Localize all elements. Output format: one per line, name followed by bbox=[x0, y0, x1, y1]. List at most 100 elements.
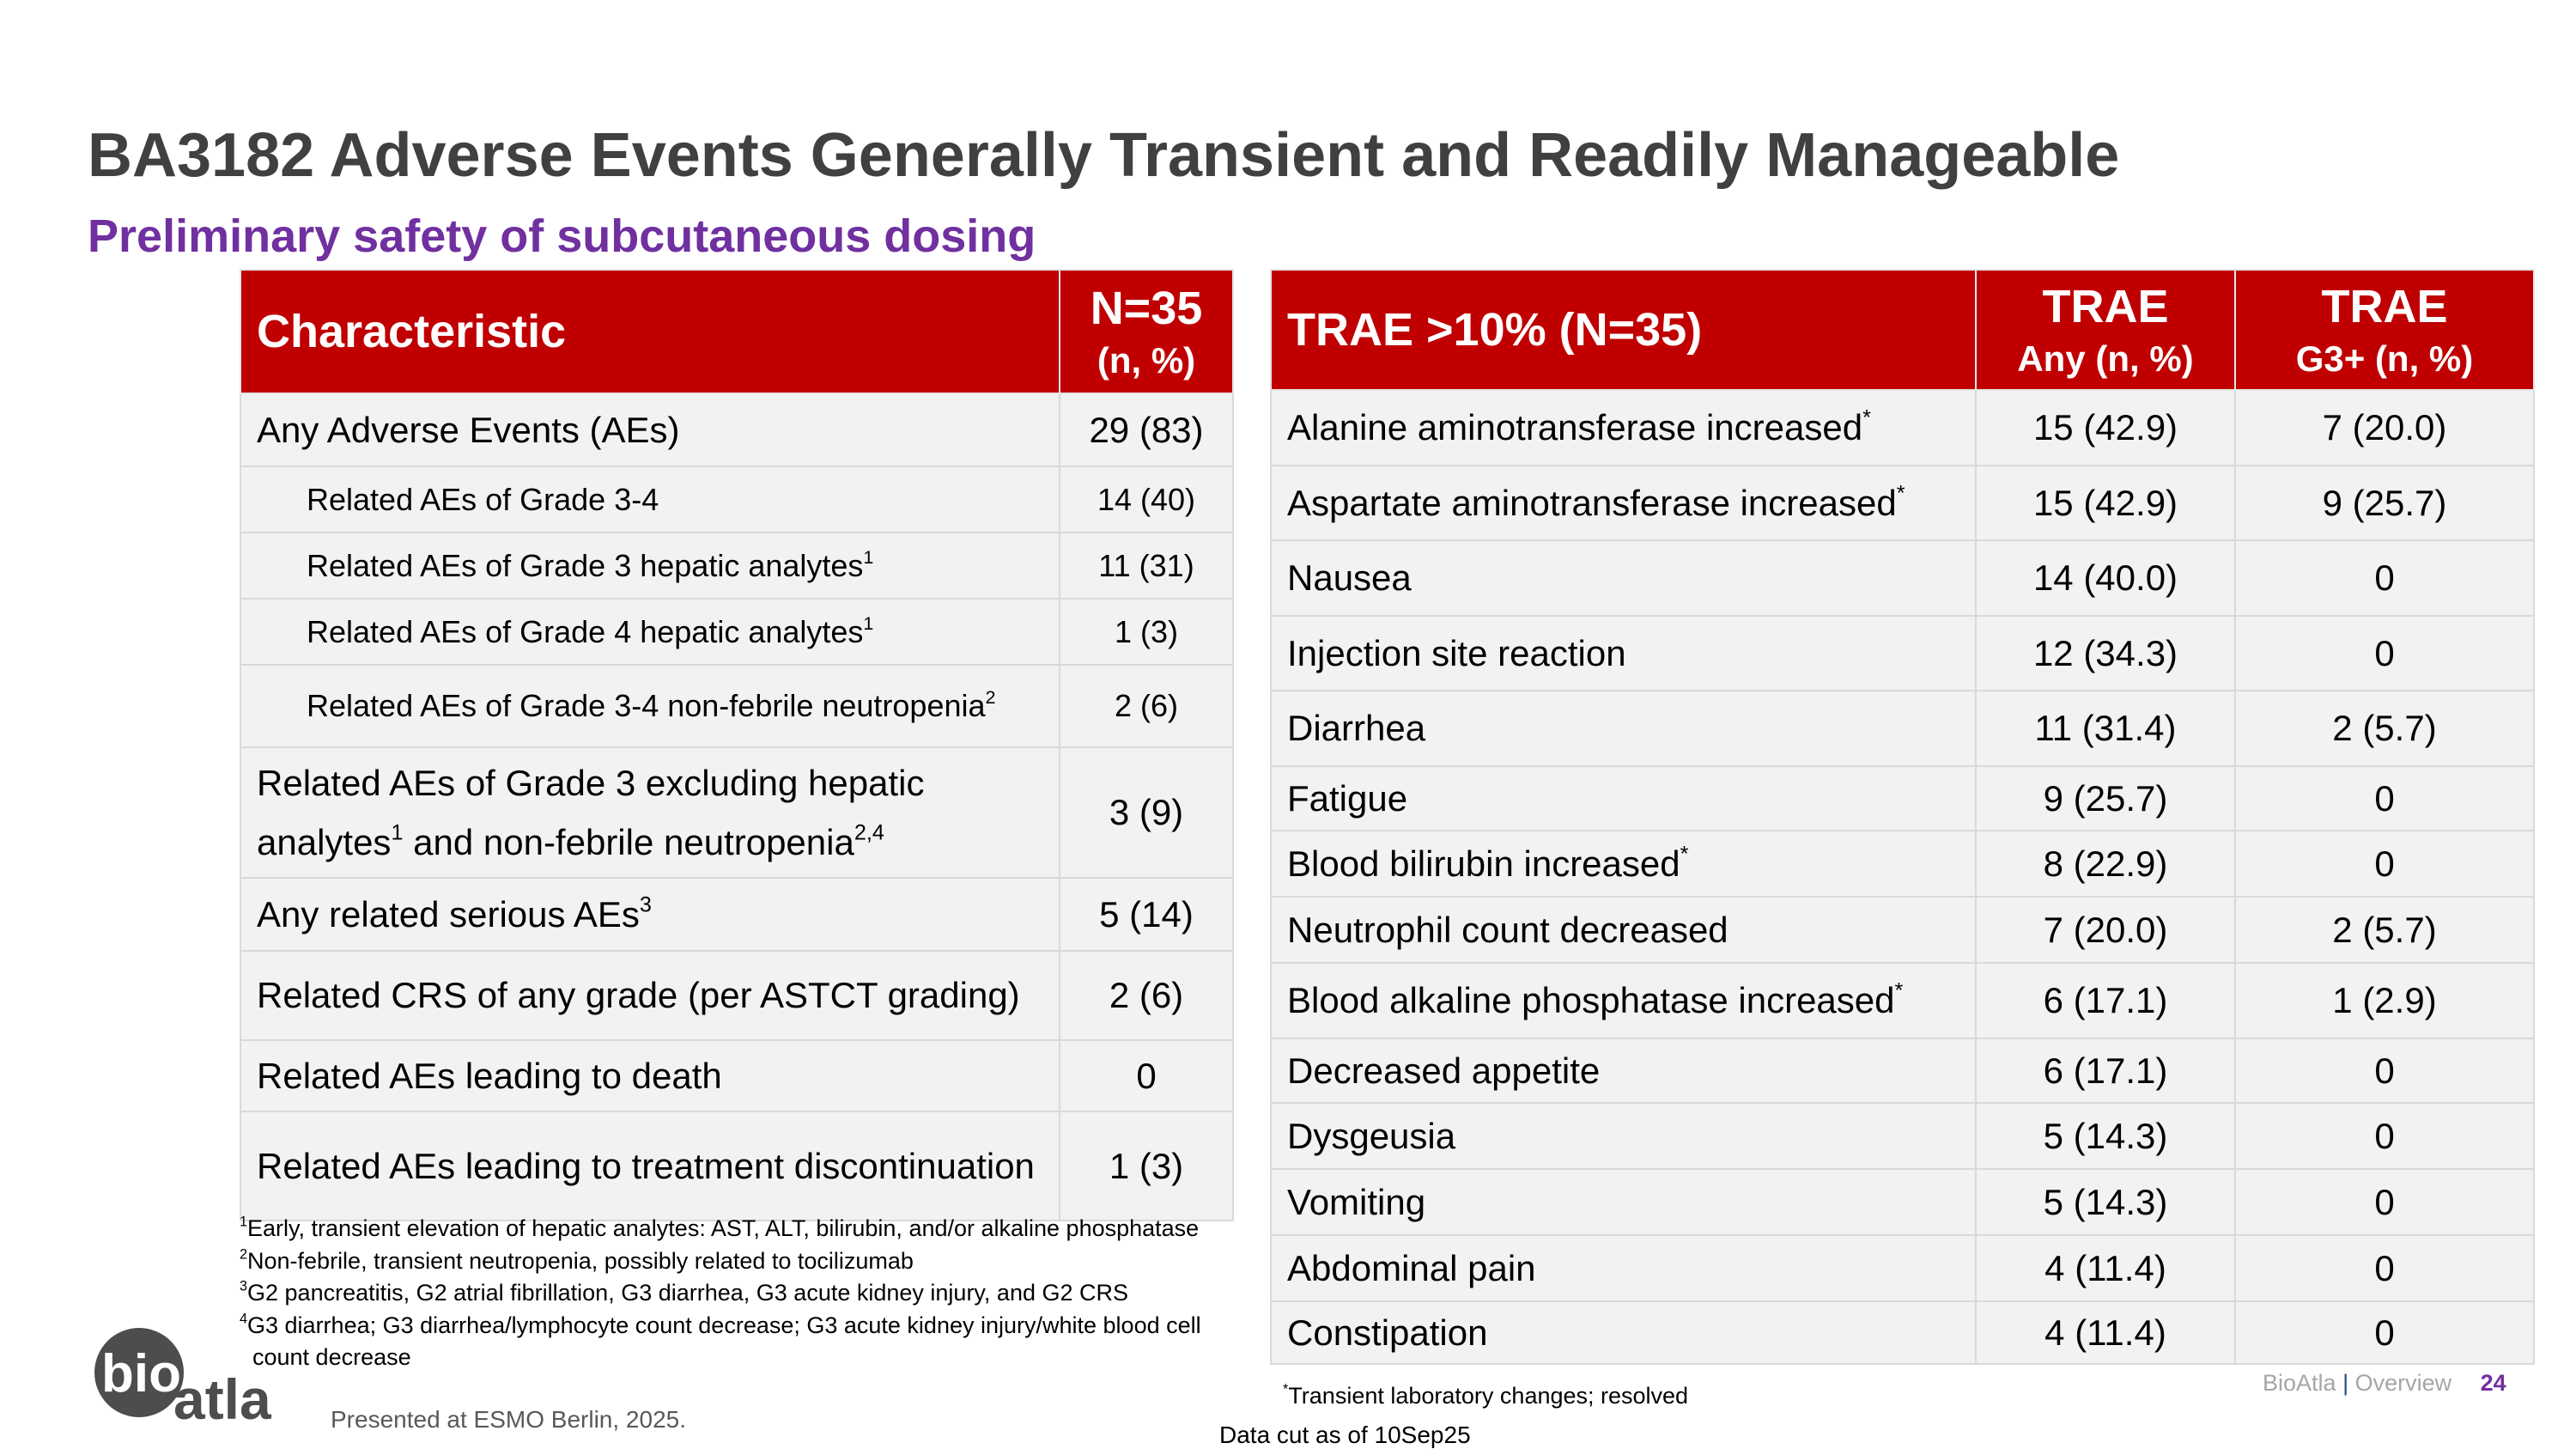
trae-g3-cell: 0 bbox=[2234, 1168, 2535, 1236]
footer-section: Overview bbox=[2354, 1370, 2452, 1396]
table-row: Alanine aminotransferase increased* 15 (4… bbox=[1270, 389, 2535, 466]
trae-any-cell: 15 (42.9) bbox=[1975, 389, 2236, 466]
trae-any-cell: 15 (42.9) bbox=[1975, 465, 2236, 541]
row-label: Related CRS of any grade (per ASTCT grad… bbox=[257, 975, 1020, 1015]
trae-any-cell: 5 (14.3) bbox=[1975, 1102, 2236, 1170]
table-row: Related AEs of Grade 3-4 non-febrile neu… bbox=[240, 664, 1234, 748]
trae-g3-cell: 2 (5.7) bbox=[2234, 690, 2535, 767]
trae-name-cell: Decreased appetite bbox=[1270, 1038, 1977, 1104]
trae-any-cell: 6 (17.1) bbox=[1975, 962, 2236, 1039]
trae-any-cell: 7 (20.0) bbox=[1975, 896, 2236, 964]
footer-brand: BioAtla | Overview 24 bbox=[2263, 1370, 2506, 1397]
page-title: BA3182 Adverse Events Generally Transien… bbox=[88, 121, 2120, 190]
trae-table: TRAE >10% (N=35) TRAE Any (n, %) TRAE G3… bbox=[1270, 269, 2535, 1365]
header-trae-g3: TRAE G3+ (n, %) bbox=[2234, 269, 2535, 391]
row-label: Related AEs leading to death bbox=[257, 1055, 722, 1096]
row-label: Related AEs of Grade 3-4 bbox=[307, 481, 659, 517]
value-cell: 11 (31) bbox=[1059, 532, 1234, 600]
table-row: Aspartate aminotransferase increased* 15 … bbox=[1270, 465, 2535, 541]
table-row: Decreased appetite 6 (17.1) 0 bbox=[1270, 1038, 2535, 1104]
trae-name-cell: Abdominal pain bbox=[1270, 1234, 1977, 1302]
footnote-marker: 2 bbox=[985, 685, 996, 708]
table-row: Injection site reaction 12 (34.3) 0 bbox=[1270, 615, 2535, 691]
characteristic-cell: Any related serious AEs3 bbox=[240, 877, 1060, 952]
table-row: Blood alkaline phosphatase increased* 6 (… bbox=[1270, 962, 2535, 1039]
trae-name-cell: Blood bilirubin increased* bbox=[1270, 830, 1977, 898]
trae-name-cell: Injection site reaction bbox=[1270, 615, 1977, 691]
header-trae-any-main: TRAE bbox=[2042, 281, 2169, 332]
footnote-marker: 2,4 bbox=[854, 820, 884, 845]
footnote-marker: 1 bbox=[391, 820, 404, 845]
footnote-marker: 3 bbox=[240, 1278, 248, 1294]
trae-g3-cell: 7 (20.0) bbox=[2234, 389, 2535, 466]
row-label: Blood alkaline phosphatase increased bbox=[1287, 980, 1895, 1020]
trae-name-cell: Fatigue bbox=[1270, 765, 1977, 831]
footnote-marker: 1 bbox=[240, 1214, 248, 1230]
footnote-text: Non-febrile, transient neutropenia, poss… bbox=[247, 1247, 914, 1274]
header-n: N=35 (n, %) bbox=[1059, 269, 1234, 394]
characteristic-cell: Related AEs of Grade 3 excluding hepatic… bbox=[240, 746, 1060, 879]
row-label: Decreased appetite bbox=[1287, 1050, 1601, 1091]
row-label: Fatigue bbox=[1287, 777, 1408, 819]
row-label: Vomiting bbox=[1287, 1181, 1426, 1222]
table-row: Related AEs of Grade 3 excluding hepatic… bbox=[240, 746, 1234, 879]
table-row: Neutrophil count decreased 7 (20.0) 2 (5.7… bbox=[1270, 896, 2535, 964]
data-cut-note: Data cut as of 10Sep25 bbox=[1219, 1422, 1471, 1448]
table-row: Related AEs of Grade 3-4 14 (40) bbox=[240, 466, 1234, 533]
presented-note: Presented at ESMO Berlin, 2025. bbox=[331, 1406, 686, 1433]
footnote-continuation: count decrease bbox=[252, 1344, 411, 1370]
value-cell: 14 (40) bbox=[1059, 466, 1234, 533]
trae-g3-cell: 0 bbox=[2234, 1300, 2535, 1365]
characteristic-cell: Related AEs leading to treatment discont… bbox=[240, 1111, 1060, 1221]
trae-g3-cell: 0 bbox=[2234, 615, 2535, 691]
trae-name-cell: Vomiting bbox=[1270, 1168, 1977, 1236]
footnote-marker: 1 bbox=[863, 545, 874, 568]
footnote-marker: * bbox=[1896, 480, 1905, 505]
trae-g3-cell: 0 bbox=[2234, 765, 2535, 831]
trae-name-cell: Blood alkaline phosphatase increased* bbox=[1270, 962, 1977, 1039]
header-n-sub: (n, %) bbox=[1097, 339, 1196, 381]
footnotes: 1Early, transient elevation of hepatic a… bbox=[240, 1213, 1270, 1374]
row-label: Constipation bbox=[1287, 1312, 1488, 1353]
characteristic-cell: Any Adverse Events (AEs) bbox=[240, 393, 1060, 467]
characteristic-cell: Related AEs of Grade 4 hepatic analytes1 bbox=[240, 598, 1060, 666]
table-row: Blood bilirubin increased* 8 (22.9) 0 bbox=[1270, 830, 2535, 898]
logo-text-bio: bio bbox=[101, 1344, 181, 1403]
row-label: Related AEs of Grade 3-4 non-febrile neu… bbox=[307, 688, 986, 723]
star-footnote: *Transient laboratory changes; resolved bbox=[1283, 1383, 1688, 1409]
trae-g3-cell: 0 bbox=[2234, 539, 2535, 617]
table-row: Diarrhea 11 (31.4) 2 (5.7) bbox=[1270, 690, 2535, 767]
page-number: 24 bbox=[2480, 1370, 2506, 1396]
trae-name-cell: Dysgeusia bbox=[1270, 1102, 1977, 1170]
row-label: Related AEs of Grade 3 excluding hepatic… bbox=[257, 762, 925, 862]
trae-g3-cell: 9 (25.7) bbox=[2234, 465, 2535, 541]
row-label: Nausea bbox=[1287, 557, 1412, 598]
trae-name-cell: Nausea bbox=[1270, 539, 1977, 617]
trae-name-cell: Neutrophil count decreased bbox=[1270, 896, 1977, 964]
table-row: Related AEs leading to treatment discont… bbox=[240, 1111, 1234, 1221]
header-trae-any: TRAE Any (n, %) bbox=[1975, 269, 2236, 391]
footnote-marker: 4 bbox=[240, 1311, 248, 1327]
page-subtitle: Preliminary safety of subcutaneous dosin… bbox=[88, 210, 1036, 262]
header-trae: TRAE >10% (N=35) bbox=[1270, 269, 1977, 391]
trae-name-cell: Alanine aminotransferase increased* bbox=[1270, 389, 1977, 466]
trae-name-cell: Constipation bbox=[1270, 1300, 1977, 1365]
table-row: Constipation 4 (11.4) 0 bbox=[1270, 1300, 2535, 1365]
value-cell: 0 bbox=[1059, 1039, 1234, 1112]
row-label: Neutrophil count decreased bbox=[1287, 909, 1728, 950]
row-label: Abdominal pain bbox=[1287, 1247, 1536, 1288]
footnote-marker: * bbox=[1894, 978, 1904, 1003]
row-label: Blood bilirubin increased bbox=[1287, 843, 1680, 884]
trae-g3-cell: 2 (5.7) bbox=[2234, 896, 2535, 964]
trae-any-cell: 12 (34.3) bbox=[1975, 615, 2236, 691]
trae-name-cell: Aspartate aminotransferase increased* bbox=[1270, 465, 1977, 541]
table-row: Related AEs leading to death 0 bbox=[240, 1039, 1234, 1112]
footer-separator: | bbox=[2342, 1370, 2349, 1396]
footnote-marker: * bbox=[1283, 1381, 1289, 1397]
characteristic-cell: Related AEs leading to death bbox=[240, 1039, 1060, 1112]
footnote-marker: 3 bbox=[639, 892, 652, 916]
trae-any-cell: 14 (40.0) bbox=[1975, 539, 2236, 617]
value-cell: 1 (3) bbox=[1059, 598, 1234, 666]
header-trae-any-sub: Any (n, %) bbox=[2017, 338, 2194, 379]
footnote-text: G2 pancreatitis, G2 atrial fibrillation,… bbox=[247, 1280, 1129, 1306]
